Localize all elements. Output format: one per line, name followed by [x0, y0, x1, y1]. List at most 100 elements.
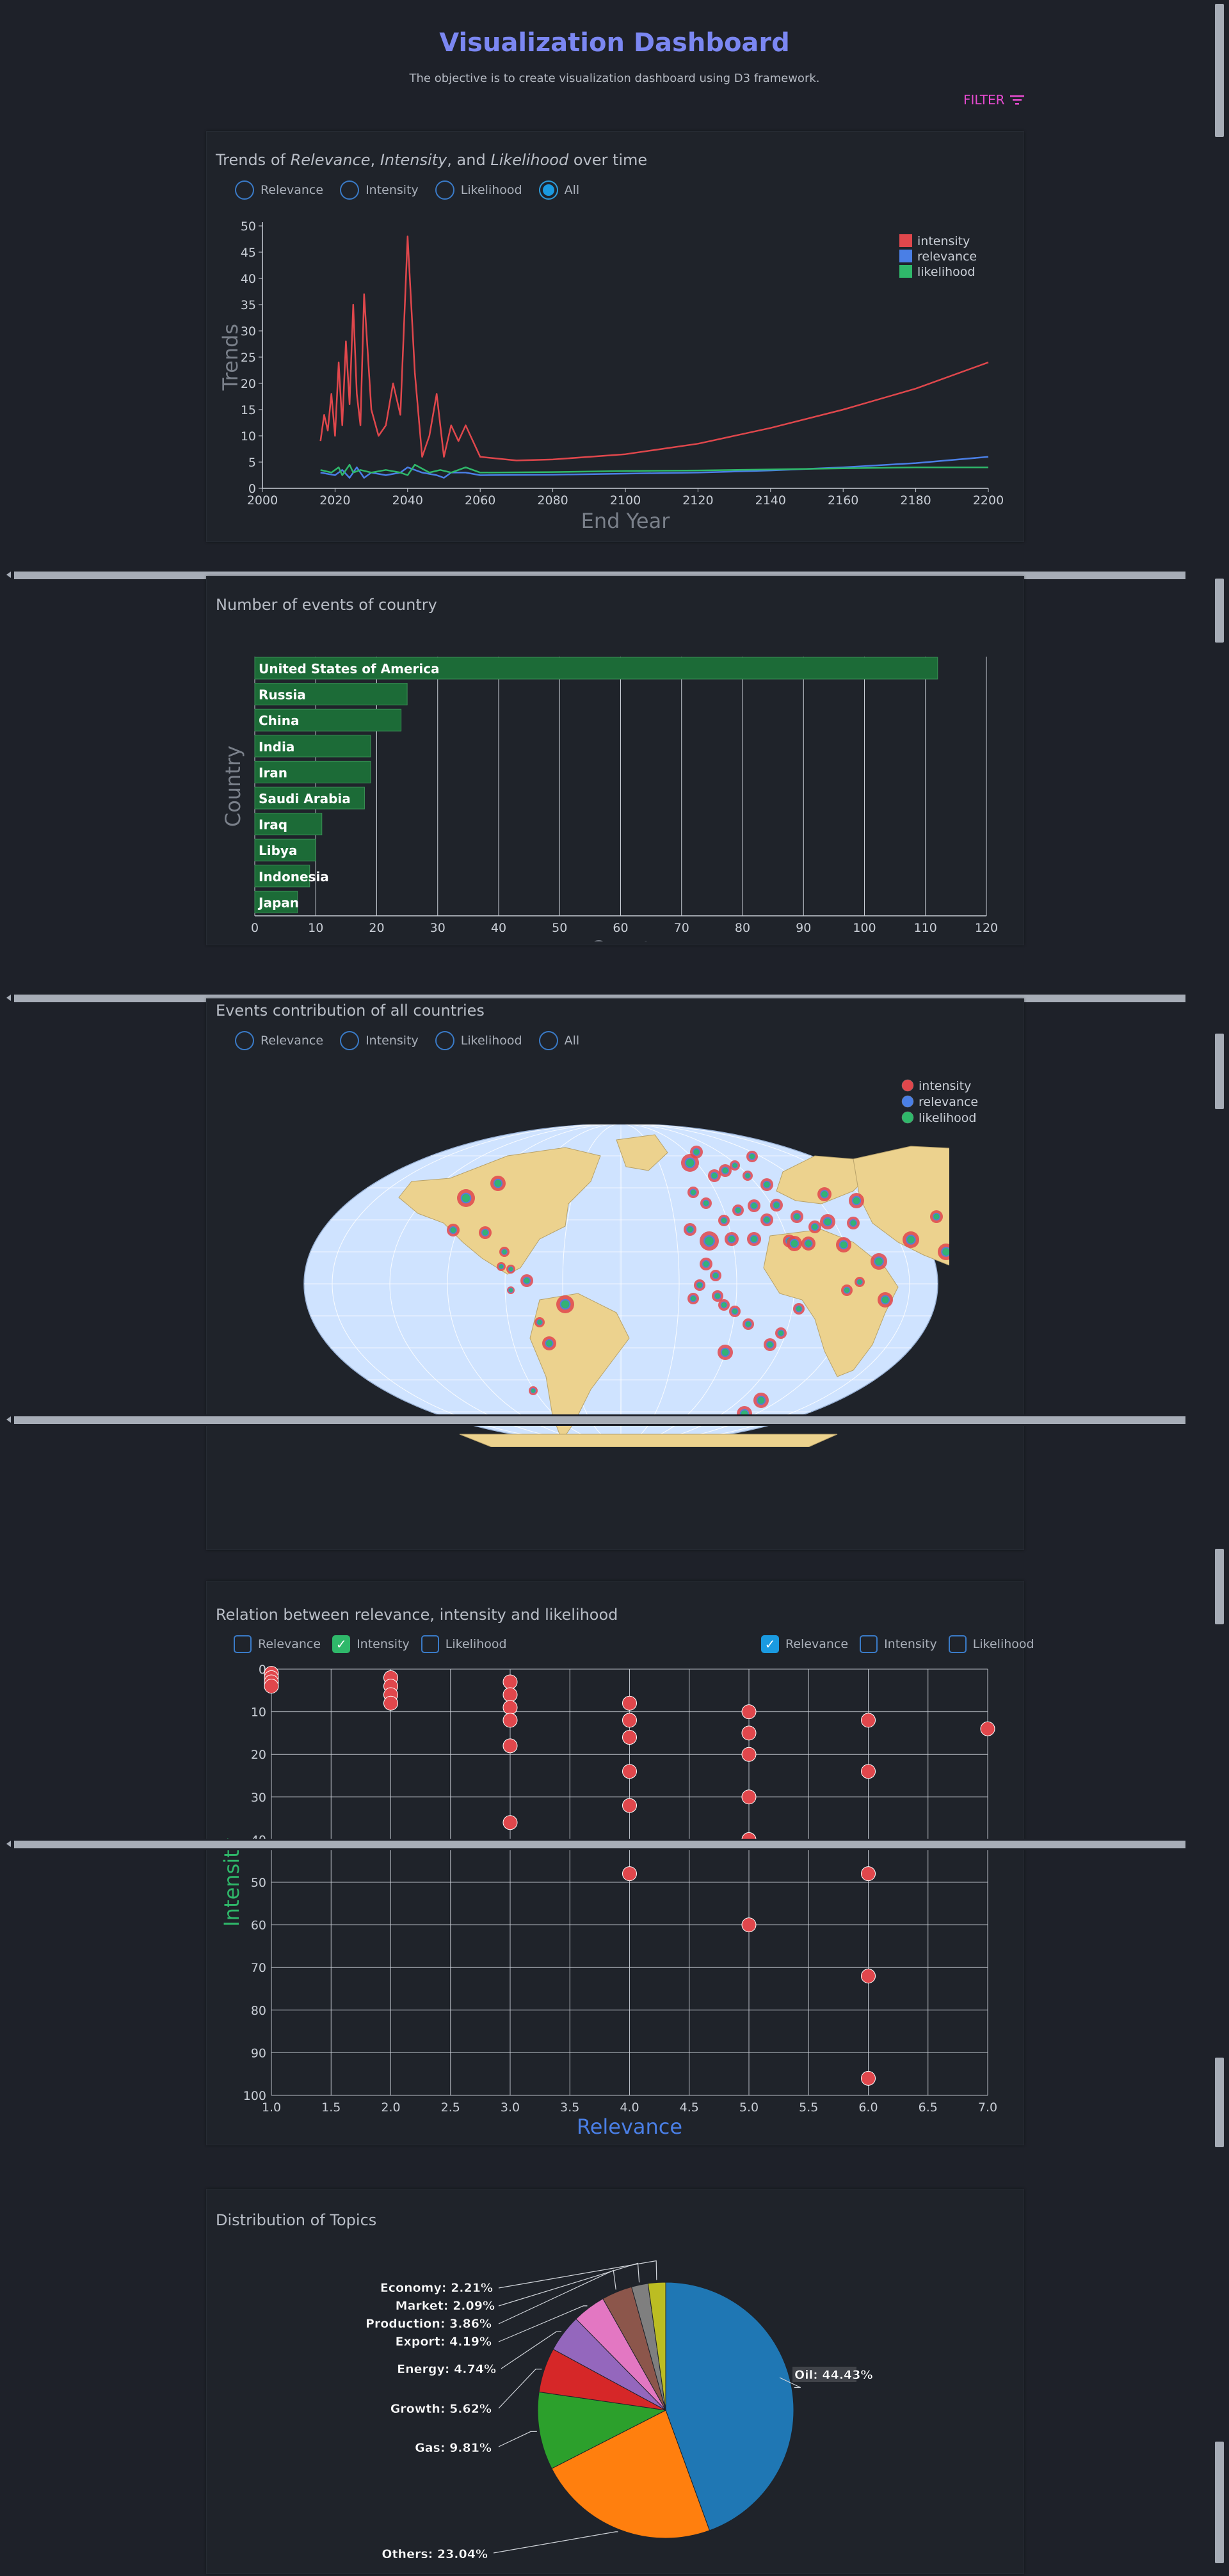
y-tick-label: 30: [251, 1791, 266, 1805]
pie-leader-line: [493, 2531, 618, 2554]
y-tick-label: 30: [241, 324, 256, 339]
legend-label-relevance: relevance: [919, 1095, 978, 1109]
marker-likelihood: [721, 1302, 727, 1308]
y-tick-label: 70: [251, 1961, 266, 1975]
radio-circle-selected[interactable]: [538, 180, 558, 200]
radio-circle[interactable]: [435, 180, 454, 200]
marker-likelihood: [546, 1340, 552, 1347]
scatter-point: [502, 1674, 518, 1690]
y-axis-checkbox-group: Relevance ✓ Intensity Likelihood: [234, 1635, 507, 1653]
x-tick-label: 2120: [682, 493, 713, 508]
marker-likelihood: [482, 1229, 488, 1236]
landmass-asia: [853, 1146, 949, 1266]
marker-likelihood: [796, 1306, 802, 1312]
marker-likelihood: [857, 1279, 862, 1284]
pie-slice: [665, 2282, 794, 2531]
marker-likelihood: [494, 1180, 502, 1187]
x-tick-label: 100: [853, 921, 876, 935]
x-tick-label: 2.0: [381, 2100, 400, 2115]
y-tick-label: 50: [241, 220, 256, 234]
checkbox[interactable]: [234, 1635, 252, 1653]
check-x-likelihood[interactable]: Likelihood: [948, 1635, 1034, 1653]
filter-button[interactable]: FILTER: [963, 92, 1024, 108]
marker-likelihood: [764, 1217, 770, 1223]
topics-title: Distribution of Topics: [216, 2211, 377, 2229]
pie-label: Others: 23.04%: [382, 2547, 488, 2561]
legend-label-relevance: relevance: [917, 250, 977, 264]
pie-leader-line: [498, 2305, 588, 2342]
bar-russia: [254, 683, 408, 706]
pie-slice: [537, 2391, 667, 2469]
legend-label-likelihood: likelihood: [917, 265, 975, 279]
page-scrollbar-thumb[interactable]: [1215, 4, 1224, 137]
checkbox[interactable]: [948, 1635, 967, 1653]
marker-intensity: [954, 1192, 970, 1209]
scatter-point: [622, 1713, 637, 1728]
pie-label: Economy: 2.21%: [380, 2281, 493, 2295]
panel-scrollbar-thumb[interactable]: [1215, 1549, 1224, 1624]
radio-all[interactable]: All: [538, 1031, 579, 1050]
checkbox[interactable]: [860, 1635, 878, 1653]
radio-circle[interactable]: [340, 180, 360, 200]
landmass-north-america: [398, 1147, 601, 1275]
check-y-likelihood[interactable]: Likelihood: [421, 1635, 507, 1653]
panel-scrollbar-thumb[interactable]: [1215, 2058, 1224, 2147]
pie-label: Export: 4.19%: [396, 2335, 492, 2349]
radio-circle[interactable]: [235, 180, 254, 200]
radio-circle[interactable]: [340, 1031, 360, 1050]
radio-likelihood[interactable]: Likelihood: [435, 1031, 522, 1050]
marker-likelihood: [721, 1348, 729, 1356]
radio-likelihood[interactable]: Likelihood: [435, 180, 522, 200]
radio-intensity[interactable]: Intensity: [340, 1031, 419, 1050]
legend-dot-relevance: [901, 1095, 914, 1108]
x-tick-label: 90: [796, 921, 811, 935]
marker-likelihood: [690, 1295, 696, 1302]
check-x-intensity[interactable]: Intensity: [860, 1635, 937, 1653]
marker-likelihood: [767, 1341, 773, 1348]
panel-scrollbar-thumb[interactable]: [1215, 2442, 1224, 2563]
radio-relevance[interactable]: Relevance: [235, 1031, 323, 1050]
topics-panel: Distribution of Topics Oil: 44.43% Others…: [206, 2189, 1024, 2574]
radio-intensity[interactable]: Intensity: [340, 180, 419, 200]
marker-likelihood: [690, 1189, 696, 1196]
radio-circle[interactable]: [538, 1031, 558, 1050]
map-title: Events contribution of all countries: [216, 1002, 485, 1020]
marker-likelihood: [749, 1153, 755, 1160]
marker-likelihood: [812, 1224, 818, 1230]
marker-likelihood: [875, 1258, 883, 1265]
filter-icon: [1009, 95, 1024, 105]
horizontal-scrollbar[interactable]: [5, 1839, 1224, 1850]
check-y-intensity[interactable]: ✓ Intensity: [332, 1635, 410, 1653]
radio-circle[interactable]: [235, 1031, 254, 1050]
x-tick-label: 2020: [319, 493, 350, 508]
marker-likelihood: [942, 1248, 949, 1256]
bar-indonesia: [254, 865, 310, 888]
pie-label-highlight: [792, 2367, 856, 2382]
checkbox-checked[interactable]: ✓: [761, 1635, 779, 1653]
marker-likelihood: [907, 1236, 915, 1244]
radio-circle[interactable]: [435, 1031, 454, 1050]
checkbox-checked[interactable]: ✓: [332, 1635, 351, 1653]
marker-likelihood: [508, 1267, 513, 1272]
scatter-point: [741, 1917, 757, 1933]
x-tick-label: 40: [491, 921, 506, 935]
marker-likelihood: [712, 1272, 719, 1279]
marker-likelihood: [778, 1330, 784, 1336]
pie-leader-line: [498, 2431, 537, 2447]
scatter-point: [861, 1764, 876, 1779]
radio-relevance[interactable]: Relevance: [235, 180, 323, 200]
legend-swatch-intensity: [899, 234, 912, 247]
trends-panel: Trends of Relevance, Intensity, and Like…: [206, 131, 1024, 542]
checkbox[interactable]: [421, 1635, 439, 1653]
x-tick-label: 110: [914, 921, 937, 935]
horizontal-scrollbar[interactable]: [5, 1414, 1224, 1426]
radio-all[interactable]: All: [538, 180, 579, 200]
bar-india: [254, 735, 371, 758]
world-map[interactable]: intensity relevance likelihood: [207, 999, 1024, 1447]
marker-likelihood: [531, 1388, 536, 1393]
panel-scrollbar-thumb[interactable]: [1215, 579, 1224, 643]
panel-scrollbar-thumb[interactable]: [1215, 1034, 1224, 1109]
marker-likelihood: [705, 1236, 714, 1245]
check-y-relevance[interactable]: Relevance: [234, 1635, 321, 1653]
check-x-relevance[interactable]: ✓ Relevance: [761, 1635, 848, 1653]
